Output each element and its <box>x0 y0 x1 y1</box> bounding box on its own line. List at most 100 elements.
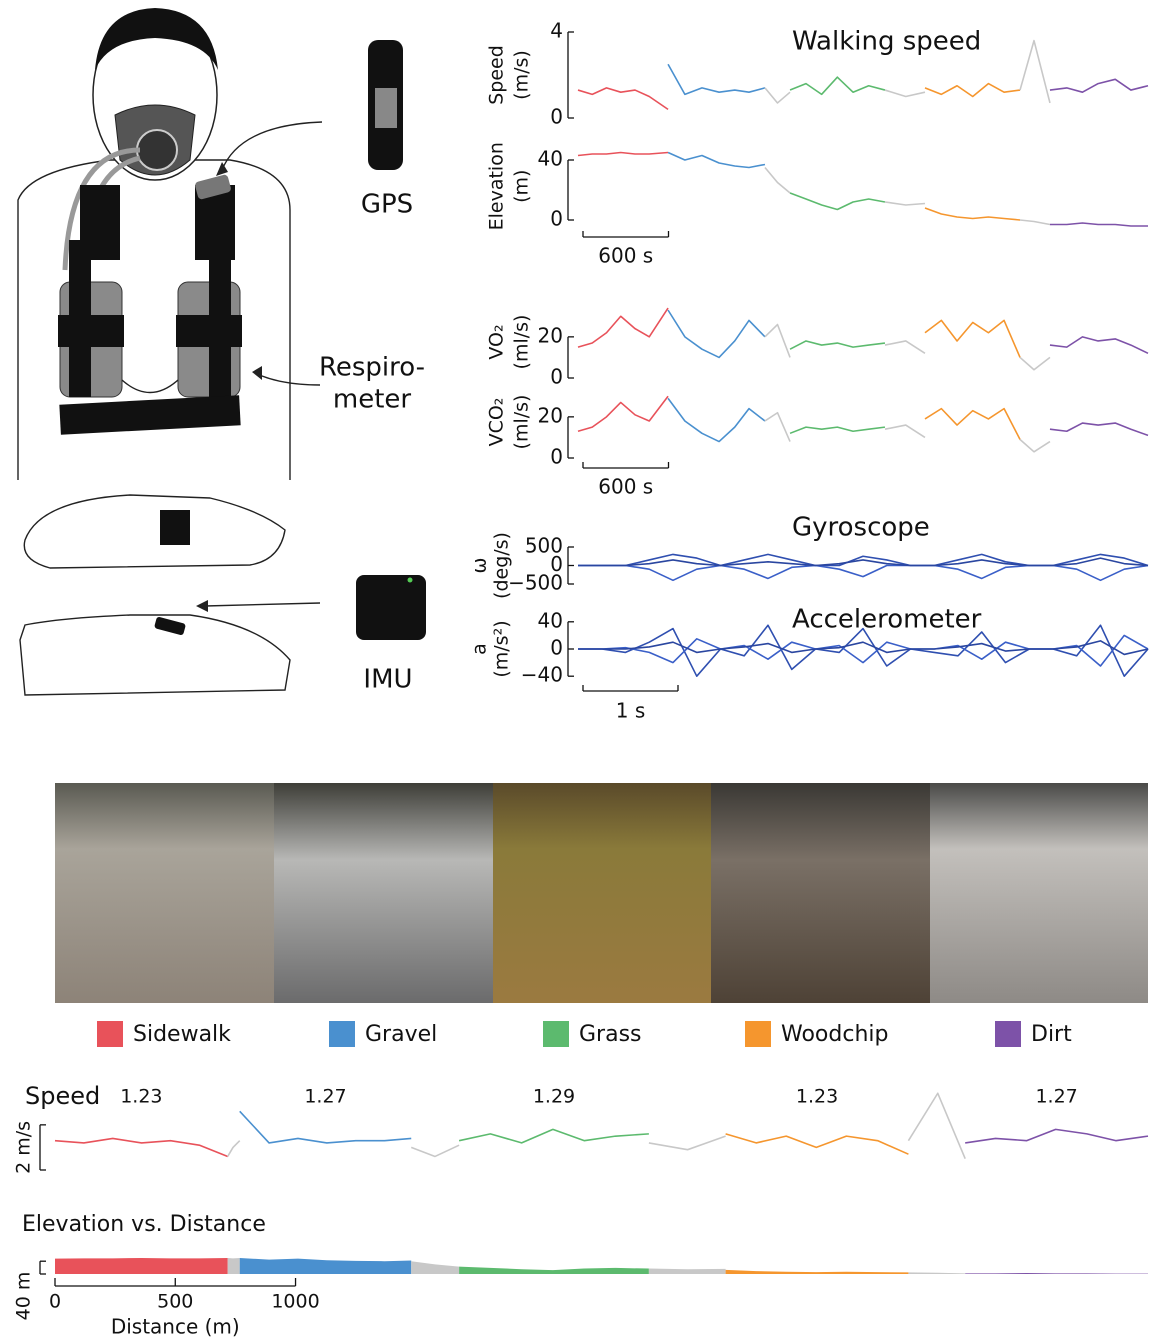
mask-valve <box>136 129 178 171</box>
y-tick-label: 20 <box>538 323 563 347</box>
trace <box>1049 336 1149 355</box>
respirometer-label: Respiro- <box>319 353 425 383</box>
respirometer-label: meter <box>333 385 412 415</box>
shoe-top <box>23 494 286 569</box>
y-tick-label: −500 <box>508 571 563 595</box>
legend-label: Sidewalk <box>133 1022 231 1047</box>
elevation-area <box>965 1273 1148 1274</box>
trace <box>725 1133 909 1155</box>
trace <box>764 411 791 442</box>
y-axis-label: (m) <box>511 170 533 203</box>
y-tick-label: 0 <box>550 552 563 576</box>
chart-title: Elevation vs. Distance <box>22 1212 266 1237</box>
y-tick-label: 0 <box>550 105 563 129</box>
legend-label: Woodchip <box>781 1022 888 1047</box>
chart-title: Accelerometer <box>792 605 982 635</box>
belt <box>59 395 241 435</box>
mean-speed: 1.23 <box>120 1086 162 1108</box>
x-tick-label: 500 <box>157 1291 193 1313</box>
gps-label: GPS <box>361 190 413 220</box>
x-tick-label: 0 <box>49 1291 61 1313</box>
shoe-side <box>19 614 291 696</box>
trace <box>667 151 766 169</box>
trace <box>924 82 1021 98</box>
y-tick-label: 0 <box>550 445 563 469</box>
trace <box>764 323 791 358</box>
trace <box>965 1128 1149 1144</box>
imu-led <box>407 577 413 583</box>
legend-swatch <box>97 1021 123 1047</box>
trace <box>789 76 886 96</box>
trace <box>884 89 926 98</box>
y-axis-label: (ml/s) <box>511 315 533 370</box>
photo-gravel <box>274 783 493 1003</box>
y-tick-label: 0 <box>550 207 563 231</box>
elevation-area <box>239 1258 412 1274</box>
elevation-area <box>459 1266 649 1274</box>
legend-label: Dirt <box>1031 1022 1072 1047</box>
trace <box>577 87 669 111</box>
trace <box>789 192 886 211</box>
trace <box>789 340 886 350</box>
photo-sidewalk <box>55 783 274 1003</box>
trace <box>577 307 669 348</box>
trace <box>789 426 886 435</box>
y-tick-label: 0 <box>550 365 563 389</box>
legend-swatch <box>995 1021 1021 1047</box>
trace <box>764 87 791 104</box>
chart-title: Speed <box>25 1082 100 1110</box>
photo-woodchip <box>711 783 930 1003</box>
imu-device <box>356 575 426 640</box>
trace <box>667 397 766 443</box>
chart-title: Gyroscope <box>792 513 930 543</box>
trace <box>578 634 1149 667</box>
trace <box>884 201 926 206</box>
scale-bar-label: 600 s <box>598 244 653 268</box>
elevation-area <box>725 1269 909 1274</box>
y-tick-label: −40 <box>521 663 563 687</box>
y-tick-label: 40 <box>538 147 563 171</box>
y-tick-label: 500 <box>525 534 563 558</box>
elevation-area <box>411 1261 460 1274</box>
trace <box>907 1092 966 1160</box>
elevation-area <box>908 1272 966 1274</box>
trace <box>1019 356 1051 371</box>
trace <box>410 1144 460 1158</box>
bottle-bands <box>69 240 231 397</box>
legend-swatch <box>543 1021 569 1047</box>
trace <box>1019 219 1051 226</box>
photo-grass <box>493 783 711 1003</box>
trace <box>924 319 1021 358</box>
trace <box>578 640 1149 656</box>
trace <box>884 340 926 354</box>
harness-straps <box>80 185 235 260</box>
legend-swatch <box>745 1021 771 1047</box>
y-tick-label: 20 <box>538 403 563 427</box>
mean-speed: 1.23 <box>796 1086 838 1108</box>
trace <box>764 166 791 194</box>
y-axis-label: (m/s²) <box>491 620 513 677</box>
x-tick-label: 1000 <box>271 1291 319 1313</box>
y-axis-label: VCO₂ <box>486 398 508 447</box>
trace <box>227 1140 241 1157</box>
y-axis-label: a <box>469 643 491 655</box>
scale-bar-label: 600 s <box>598 475 653 499</box>
mean-speed: 1.29 <box>533 1086 575 1108</box>
trace <box>924 407 1021 440</box>
imu-on-shoe <box>160 510 190 545</box>
terrain-photos <box>55 783 1148 1003</box>
y-tick-label: 40 <box>538 608 563 632</box>
y-axis-label: (ml/s) <box>511 395 533 450</box>
trace <box>884 424 926 439</box>
trace <box>1049 422 1149 437</box>
y-tick-label: 0 <box>550 636 563 660</box>
x-axis-label: Distance (m) <box>111 1315 240 1339</box>
trace <box>577 151 669 157</box>
gps-unit <box>195 174 231 200</box>
arrow <box>204 602 321 607</box>
hair <box>95 8 218 70</box>
legend-label: Gravel <box>365 1022 437 1047</box>
illustration: GPS Respiro- meter IMU <box>17 8 426 696</box>
trace <box>239 1110 412 1144</box>
